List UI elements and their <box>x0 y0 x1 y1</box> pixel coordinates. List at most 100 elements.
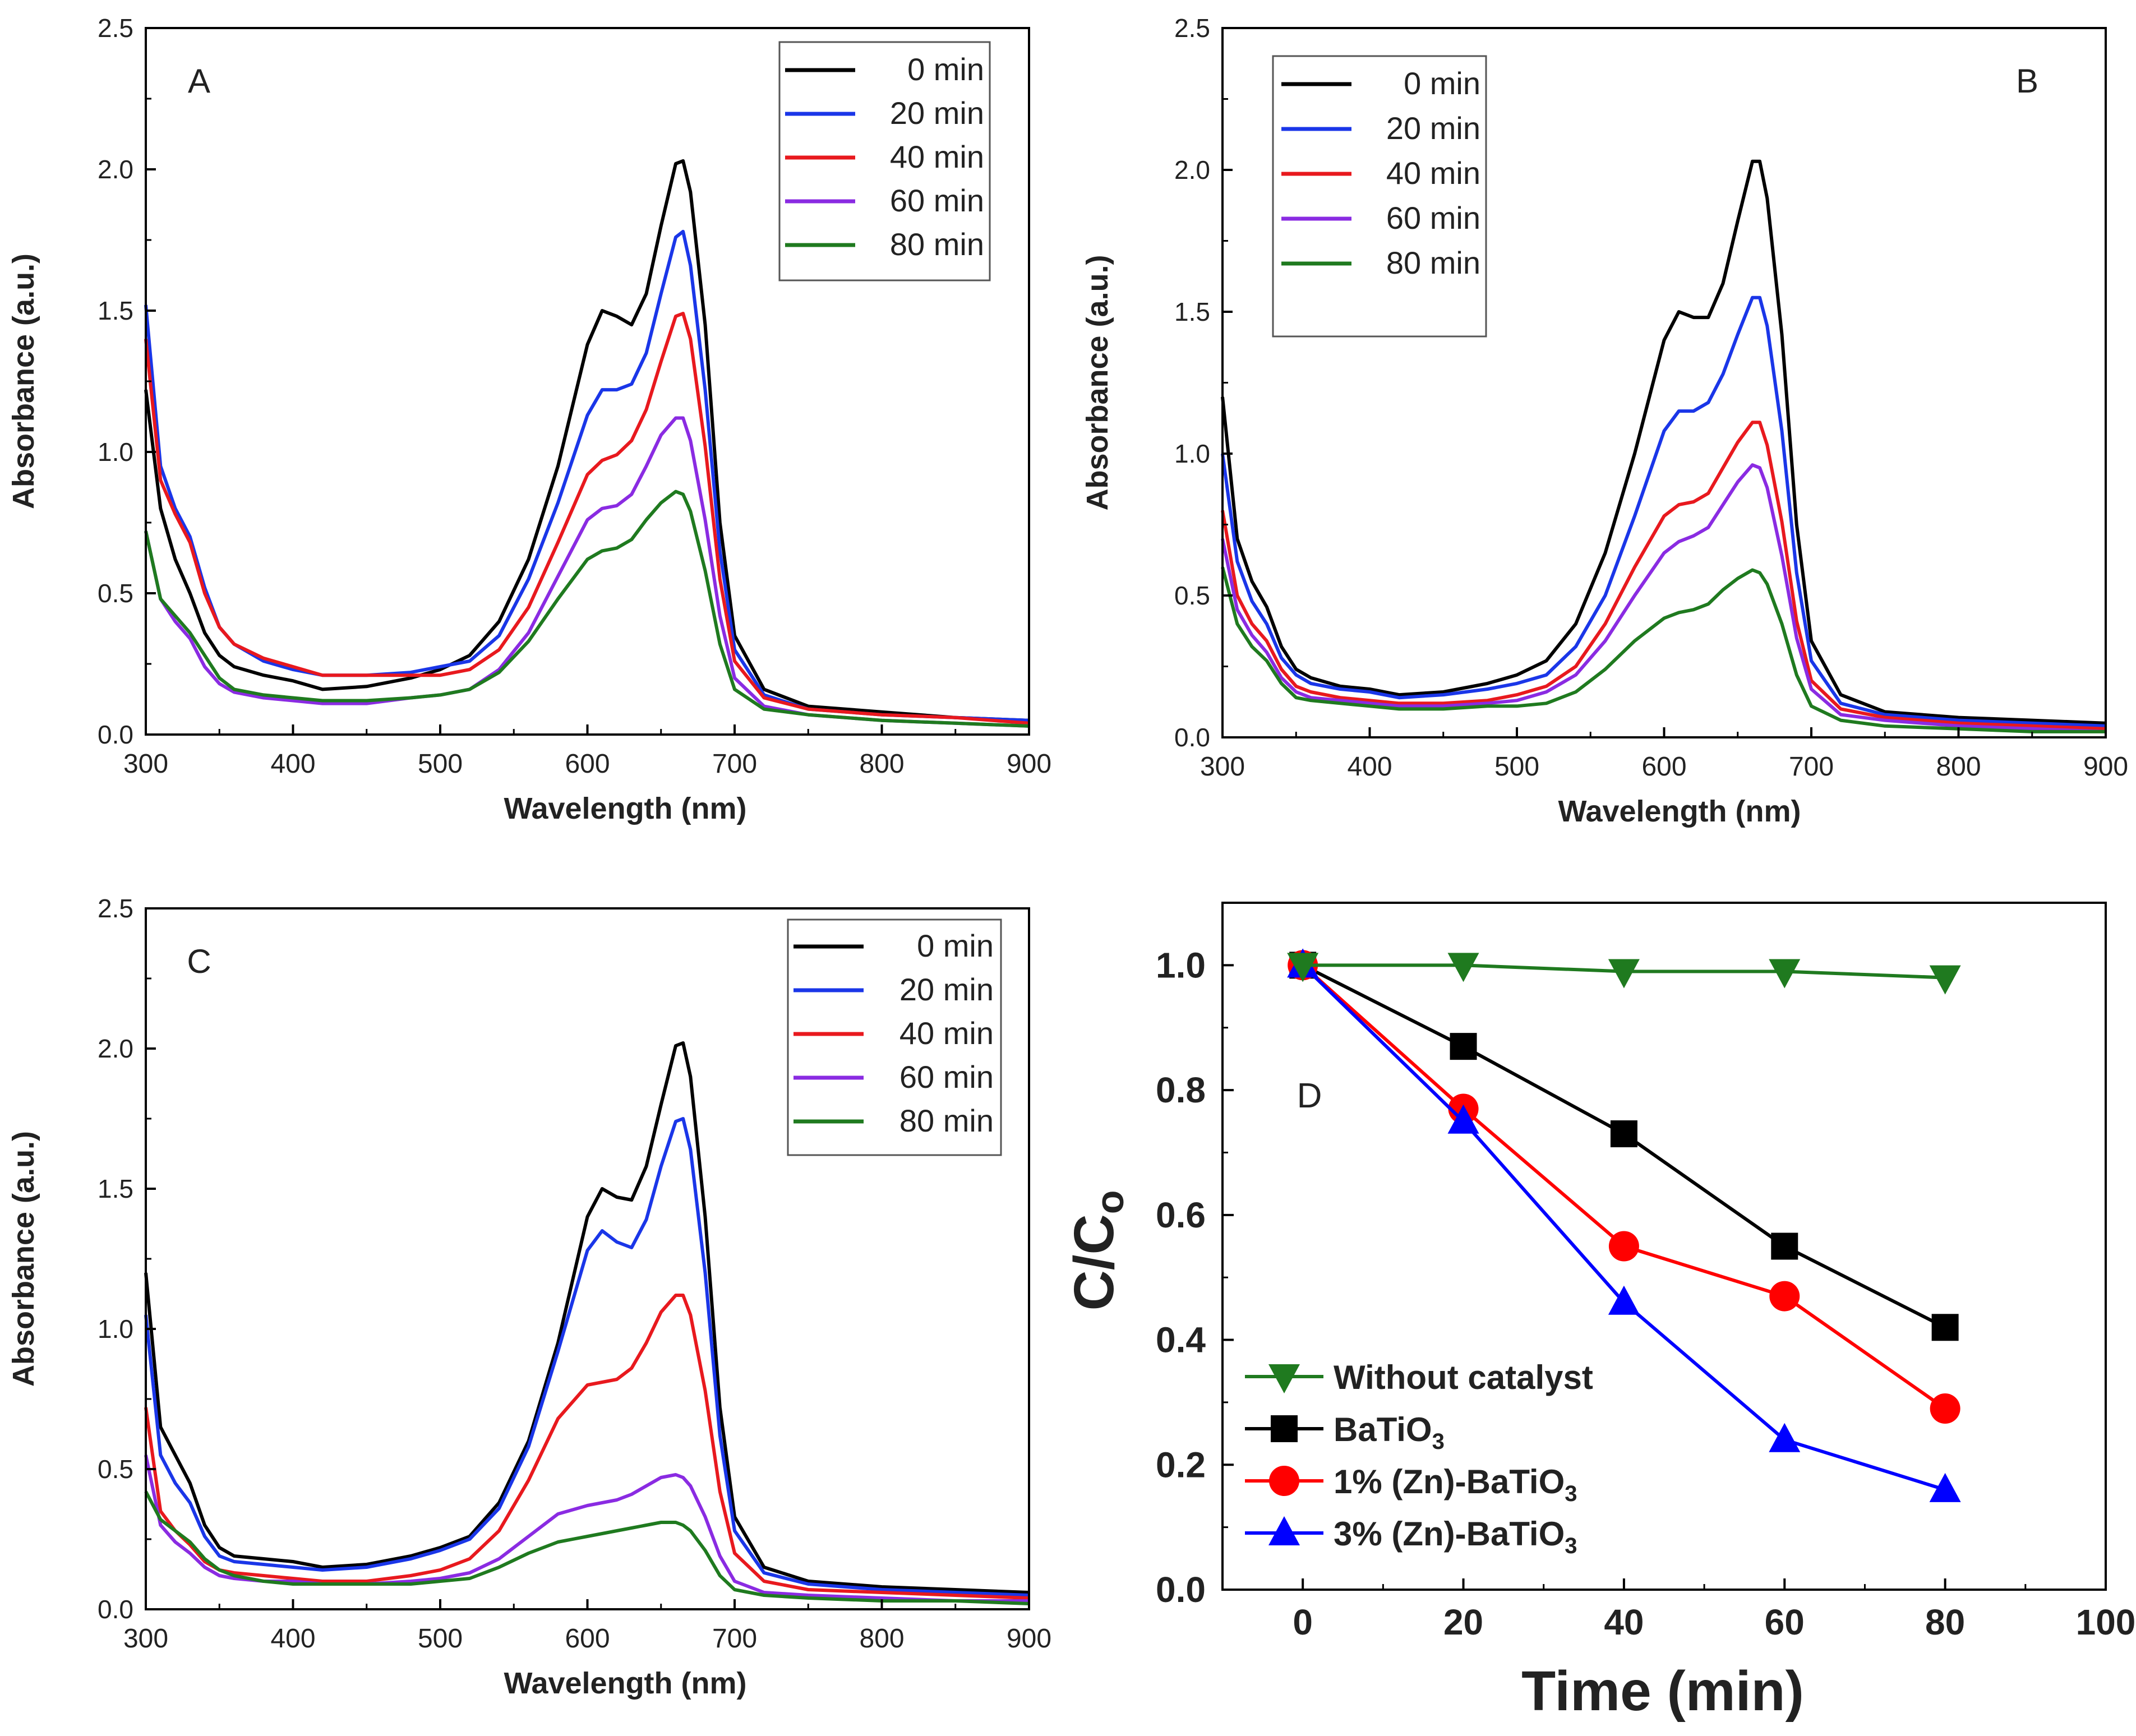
x-tick-label: 400 <box>1347 752 1392 782</box>
y-tick-label: 0.0 <box>1156 1569 1206 1610</box>
panel-label: A <box>188 62 210 100</box>
x-tick-label: 40 <box>1604 1602 1644 1642</box>
legend-label: 60 min <box>1386 200 1480 236</box>
legend-label: 60 min <box>890 183 984 218</box>
data-point-triangle-up <box>1769 1423 1801 1452</box>
series-line-0-min <box>1221 159 2106 725</box>
y-tick-label: 0.5 <box>1174 581 1210 610</box>
legend-label: 80 min <box>899 1103 994 1138</box>
legend-label-sub: 3 <box>1565 1481 1577 1506</box>
series-line-60-min <box>1221 463 2106 733</box>
legend-box <box>778 41 991 281</box>
x-tick-label: 800 <box>859 1624 904 1654</box>
legend-label: 20 min <box>890 95 984 131</box>
y-tick-label: 0.5 <box>98 579 133 608</box>
y-tick-label: 0.5 <box>98 1455 133 1484</box>
y-tick-label: 2.0 <box>98 1034 133 1063</box>
legend-label-main: Without catalyst <box>1334 1359 1593 1396</box>
series-line-80-min <box>1221 566 2106 733</box>
x-tick-label: 600 <box>565 749 610 779</box>
data-point-square <box>1931 1314 1959 1341</box>
legend: 0 min 20 min 40 min 60 min 80 min <box>1272 55 1487 338</box>
series-line-80-min <box>144 490 1030 728</box>
data-point-triangle-down <box>1268 1364 1300 1393</box>
x-tick-label: 400 <box>270 749 315 779</box>
y-tick-label: 1.5 <box>98 296 133 325</box>
y-tick-label: 0.0 <box>98 1595 133 1624</box>
x-tick-label: 900 <box>2083 752 2128 782</box>
x-tick-label: 900 <box>1007 749 1051 779</box>
y-tick-label: 0.6 <box>1156 1195 1206 1235</box>
panel-label: B <box>2016 62 2038 100</box>
data-point-triangle-up <box>1447 1104 1479 1134</box>
legend-label: Without catalyst <box>1334 1359 1593 1396</box>
y-tick-label: 2.5 <box>1174 13 1210 43</box>
data-point-circle <box>1269 1466 1299 1496</box>
data-point-triangle-up <box>1268 1516 1300 1545</box>
y-axis-label: Absorbance (a.u.) <box>7 253 40 509</box>
series-line-60-min <box>144 1455 1029 1603</box>
y-tick-label: 0.2 <box>1156 1444 1206 1485</box>
x-tick-label: 800 <box>859 749 904 779</box>
y-axis-label: Absorbance (a.u.) <box>1081 255 1114 510</box>
x-tick-label: 80 <box>1925 1602 1965 1642</box>
legend-label: 1% (Zn)-BaTiO3 <box>1334 1463 1577 1506</box>
x-tick-label: 300 <box>123 749 168 779</box>
panel-B: 300 400 500 600 700 800 900 0.0 0.5 1.0 1.5 2.0 2.5 W… <box>1081 13 2128 828</box>
data-point-square <box>1450 1033 1477 1060</box>
y-tick-label: 0.4 <box>1156 1320 1206 1360</box>
panel-label: C <box>187 943 211 980</box>
data-point-triangle-down <box>1608 959 1640 989</box>
y-tick-label: 0.0 <box>1174 723 1210 752</box>
x-tick-label: 600 <box>565 1624 610 1654</box>
legend-label: 3% (Zn)-BaTiO3 <box>1334 1515 1577 1558</box>
legend-label: 20 min <box>899 972 994 1007</box>
legend-label: 80 min <box>1386 245 1480 280</box>
y-tick-label: 0.0 <box>98 720 133 749</box>
y-tick-label: 1.0 <box>1156 945 1206 985</box>
y-tick-label: 2.5 <box>98 13 133 43</box>
y-axis-label-text: C/Co <box>1063 1190 1132 1311</box>
legend-label: BaTiO3 <box>1334 1411 1445 1454</box>
y-tick-label: 2.5 <box>98 894 133 923</box>
y-axis-label-main: C/C <box>1063 1214 1125 1310</box>
x-tick-label: 800 <box>1936 752 1981 782</box>
x-tick-label: 300 <box>123 1624 168 1654</box>
data-point-circle <box>1769 1281 1800 1312</box>
x-tick-label: 60 <box>1765 1602 1805 1642</box>
legend-label: 0 min <box>917 928 994 963</box>
panel-A: 300 400 500 600 700 800 900 0.0 0.5 1.0 1.5 2.0 2.5 W… <box>7 13 1051 825</box>
x-tick-label: 900 <box>1007 1624 1051 1654</box>
data-point-square <box>1610 1120 1637 1148</box>
x-tick-label: 700 <box>712 749 757 779</box>
series-line-40-min <box>144 312 1030 725</box>
y-axis-label: Absorbance (a.u.) <box>7 1131 40 1387</box>
series-line-20-min <box>144 1117 1030 1597</box>
y-tick-label: 1.0 <box>1174 439 1210 468</box>
y-tick-label: 1.5 <box>1174 297 1210 326</box>
series-line-20-min <box>1221 296 2106 728</box>
x-tick-label: 20 <box>1443 1602 1483 1642</box>
data-point-triangle-up <box>1608 1285 1640 1315</box>
data-point-triangle-down <box>1447 953 1479 982</box>
legend: 0 min 20 min 40 min 60 min 80 min <box>778 41 991 281</box>
x-tick-label: 400 <box>270 1624 315 1654</box>
legend-box <box>1272 55 1487 338</box>
series-line-80-min <box>144 1490 1030 1605</box>
y-axis-label-sub: o <box>1088 1190 1132 1215</box>
series-line-0-min <box>144 1041 1030 1594</box>
y-tick-label: 1.0 <box>98 437 133 467</box>
legend-label-main: BaTiO <box>1334 1411 1432 1448</box>
legend-label-main: 3% (Zn)-BaTiO <box>1334 1515 1565 1553</box>
x-tick-label: 700 <box>712 1624 757 1654</box>
x-axis-label: Wavelength (nm) <box>504 792 746 825</box>
x-tick-label: 500 <box>418 1624 463 1654</box>
data-point-circle <box>1608 1231 1639 1262</box>
y-tick-label: 2.0 <box>1174 155 1210 184</box>
data-point-triangle-down <box>1287 953 1319 982</box>
legend-label: 20 min <box>1386 110 1480 146</box>
data-point-triangle-down <box>1929 965 1961 995</box>
legend-label-sub: 3 <box>1432 1429 1445 1454</box>
x-tick-label: 500 <box>418 749 463 779</box>
